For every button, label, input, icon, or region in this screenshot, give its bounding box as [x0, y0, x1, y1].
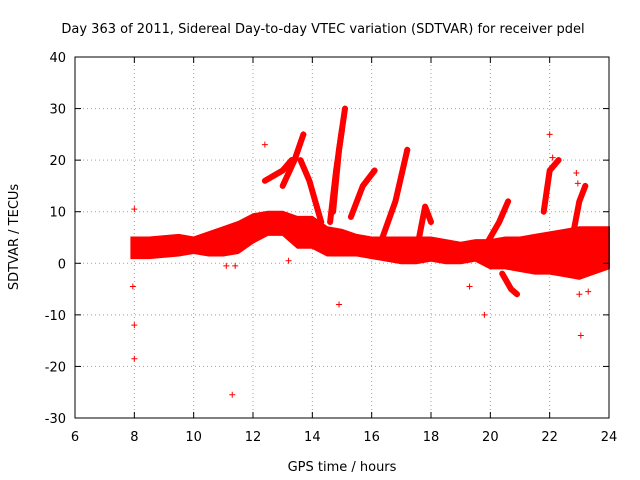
sdtvar-point: [549, 154, 556, 161]
sdtvar-arc: [279, 131, 307, 189]
sdtvar-arc: [347, 167, 378, 220]
y-tick-label: 0: [58, 257, 66, 272]
sdtvar-arc: [297, 157, 325, 225]
x-tick-label: 14: [304, 430, 321, 445]
sdtvar-arc-tip: [318, 219, 325, 226]
y-tick-label: 40: [49, 51, 66, 66]
sdtvar-arc: [327, 126, 345, 225]
sdtvar-arc-tip: [514, 291, 521, 298]
sdtvar-point: [576, 291, 583, 298]
sdtvar-point: [232, 262, 239, 269]
sdtvar-arc-tip: [371, 167, 378, 174]
y-tick-label: -30: [45, 412, 66, 427]
y-tick-label: -20: [45, 360, 66, 375]
x-tick-label: 20: [482, 430, 499, 445]
sdtvar-arc: [416, 203, 434, 241]
y-axis-label: SDTVAR / TECUs: [7, 184, 22, 291]
sdtvar-arc: [481, 198, 512, 251]
chart-title: Day 363 of 2011, Sidereal Day-to-day VTE…: [61, 22, 584, 37]
x-tick-label: 6: [71, 430, 79, 445]
plot-frame: [74, 56, 610, 419]
x-axis-label: GPS time / hours: [288, 460, 397, 475]
x-tick-label: 24: [601, 430, 618, 445]
data-layer: [129, 105, 610, 398]
sdtvar-point: [285, 257, 292, 264]
sdtvar-arc-tip: [555, 157, 562, 164]
sdtvar-arc-tip: [300, 131, 307, 138]
sdtvar-point: [336, 301, 343, 308]
sdtvar-arc: [570, 182, 589, 236]
sdtvar-point: [466, 283, 473, 290]
sdtvar-arc: [540, 157, 562, 215]
x-tick-label: 16: [363, 430, 380, 445]
y-tick-label: -10: [45, 309, 66, 324]
x-tick-label: 22: [541, 430, 558, 445]
sdtvar-point: [131, 355, 138, 362]
sdtvar-arc-tip: [339, 126, 345, 133]
sdtvar-arc-tip: [341, 105, 348, 112]
sdtvar-arc: [377, 146, 411, 246]
x-tick-label: 12: [245, 430, 262, 445]
sdtvar-point: [223, 262, 230, 269]
sdtvar-point: [261, 141, 268, 148]
sdtvar-point: [129, 283, 136, 290]
sdtvar-point: [481, 311, 488, 318]
sdtvar-point: [577, 332, 584, 339]
x-tick-label: 18: [423, 430, 440, 445]
sdtvar-point: [573, 170, 580, 177]
sdtvar-arc-tip: [582, 182, 589, 189]
sdtvar-band: [130, 210, 610, 280]
y-tick-label: 20: [49, 154, 66, 169]
y-tick-label: 10: [49, 206, 66, 221]
sdtvar-point: [546, 131, 553, 138]
sdtvar-arc-tip: [505, 198, 512, 205]
sdtvar-point: [229, 391, 236, 398]
sdtvar-point: [131, 322, 138, 329]
sdtvar-arc: [499, 270, 520, 298]
x-tick-label: 10: [185, 430, 202, 445]
x-tick-label: 8: [130, 430, 138, 445]
axis-ticks: 6 8 10 12 14 16 18 20 22 24 -30 -20 -10 0 10 20 30 40: [45, 51, 618, 445]
sdtvar-point: [585, 288, 592, 295]
sdtvar-point: [574, 180, 581, 187]
sdtvar-arc: [261, 157, 295, 184]
sdtvar-arc-tip: [404, 146, 411, 153]
sdtvar-point: [131, 206, 138, 213]
y-tick-label: 30: [49, 103, 66, 118]
sdtvar-arc-tip: [428, 219, 434, 226]
